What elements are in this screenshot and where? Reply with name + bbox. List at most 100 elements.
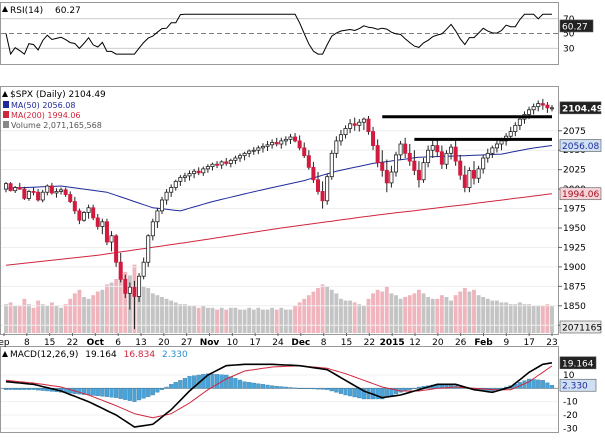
macd-histogram-bar <box>164 386 169 389</box>
macd-histogram-bar <box>132 388 137 402</box>
candle-body <box>302 147 307 157</box>
candle-body <box>283 138 288 142</box>
volume-bar <box>394 295 398 333</box>
volume-bar <box>100 289 105 333</box>
volume-bar <box>82 297 86 333</box>
volume-bar <box>242 309 247 333</box>
candle-body <box>531 106 536 111</box>
macd-histogram-bar <box>173 382 178 389</box>
volume-bar <box>238 309 242 333</box>
macd-histogram-bar <box>315 388 321 390</box>
candle-body <box>471 170 477 179</box>
xtick-label: 13 <box>135 338 146 348</box>
volume-bar <box>513 304 518 333</box>
volume-bar <box>485 298 490 333</box>
macd-line <box>5 362 553 428</box>
candle-body <box>100 221 105 227</box>
candle-body <box>348 123 353 129</box>
candle-body <box>458 160 463 176</box>
volume-bar <box>403 297 408 333</box>
macd-histogram-bar <box>343 388 348 396</box>
volume-bar <box>256 307 261 333</box>
xtick-label: Feb <box>474 338 493 348</box>
candle-body <box>150 221 155 237</box>
volume-bar <box>22 298 27 333</box>
xtick-label: Oct <box>87 338 105 348</box>
price-badge-label: 2104.49 <box>562 104 603 114</box>
volume-bar <box>40 304 45 333</box>
candle-body <box>68 194 73 202</box>
macd-histogram-bar <box>86 388 91 396</box>
xtick-label: Nov <box>200 338 220 348</box>
candle-body <box>247 150 252 154</box>
candle-body <box>8 183 13 192</box>
candle-body <box>403 143 408 154</box>
volume-bar <box>398 298 403 333</box>
volume-bar <box>458 291 463 333</box>
candle-body <box>421 162 426 181</box>
macd-histogram-bar <box>36 388 41 391</box>
macd-histogram-bar <box>136 388 142 401</box>
volume-bar <box>183 304 187 333</box>
volume-bar <box>444 297 449 333</box>
price-badge-label: 2071165 <box>562 324 602 334</box>
candle-body <box>63 189 68 195</box>
volume-bar <box>27 304 31 333</box>
xtick-label: 17 <box>523 338 534 348</box>
macd-histogram-bar <box>123 388 128 400</box>
macd-badge-label: 2.330 <box>562 382 588 392</box>
macd-histogram-bar <box>205 373 210 389</box>
volume-bar <box>426 297 431 333</box>
xtick-label: 8 <box>321 338 327 348</box>
volume-bar <box>306 295 311 333</box>
macd-histogram-bar <box>311 388 316 390</box>
volume-legend-label: Volume 2,071,165,568 <box>11 121 102 130</box>
volume-bar <box>527 304 531 333</box>
candle-body <box>251 149 256 152</box>
volume-bar <box>283 309 288 333</box>
candle-body <box>104 221 109 243</box>
rsi-badge <box>559 19 594 33</box>
xtick-label: 2015 <box>380 338 405 348</box>
candle-body <box>329 152 334 178</box>
candle-body <box>393 154 399 173</box>
macd-histogram-bar <box>270 385 275 389</box>
macd-histogram-bar <box>526 378 532 389</box>
candle-body <box>320 191 325 202</box>
candle-body <box>45 185 50 193</box>
volume-bar <box>141 286 146 333</box>
volume-bar <box>352 302 357 333</box>
volume-bar <box>150 293 155 333</box>
candle-body <box>293 136 298 142</box>
macd-histogram-bar <box>320 388 325 390</box>
volume-bar <box>173 302 178 333</box>
candle-body <box>192 170 197 174</box>
macd-histogram-bar <box>214 374 220 389</box>
candle-body <box>297 140 302 149</box>
volume-bar <box>545 304 550 333</box>
volume-bar <box>495 300 499 333</box>
volume-bar <box>449 300 453 333</box>
macd-ytick-label: -20 <box>563 411 578 421</box>
volume-bar <box>366 298 371 333</box>
macd-histogram-bar <box>95 388 100 397</box>
macd-histogram-bar <box>242 381 247 389</box>
volume-bar <box>297 302 302 333</box>
xtick-label: 20 <box>432 338 444 348</box>
candle-body <box>178 177 183 182</box>
macd-histogram-bar <box>325 388 330 390</box>
macd-histogram-bar <box>187 376 192 389</box>
candle-body <box>343 128 348 136</box>
xtick-label: 15 <box>341 338 352 348</box>
volume-bar <box>293 306 297 333</box>
volume-bar <box>251 309 256 333</box>
volume-bar <box>389 293 394 333</box>
xtick-label: 9 <box>503 338 509 348</box>
volume-bar <box>329 289 334 333</box>
macd-histogram-bar <box>302 388 307 389</box>
macd-histogram-bar <box>178 380 183 389</box>
volume-bar <box>270 307 275 333</box>
candle-body <box>517 118 522 126</box>
